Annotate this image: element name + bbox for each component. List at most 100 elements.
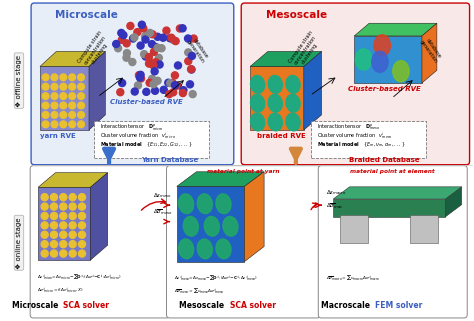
Circle shape [172, 82, 179, 89]
Circle shape [79, 231, 85, 238]
Polygon shape [245, 172, 264, 262]
Ellipse shape [250, 94, 264, 112]
Circle shape [147, 60, 155, 67]
FancyBboxPatch shape [311, 121, 426, 158]
Polygon shape [445, 187, 462, 217]
Circle shape [173, 82, 181, 89]
Ellipse shape [250, 75, 264, 93]
Circle shape [179, 25, 186, 32]
Circle shape [69, 250, 76, 257]
Circle shape [78, 83, 84, 90]
Circle shape [42, 93, 49, 100]
Ellipse shape [179, 239, 194, 259]
Circle shape [142, 36, 149, 43]
Circle shape [69, 222, 76, 229]
Text: database
generation: database generation [186, 36, 210, 64]
Circle shape [42, 74, 49, 81]
Circle shape [60, 83, 67, 90]
Circle shape [69, 241, 76, 248]
Circle shape [146, 60, 153, 67]
Ellipse shape [179, 194, 194, 213]
Text: Compute strain
concentration
clustering: Compute strain concentration clustering [77, 30, 113, 70]
Circle shape [69, 213, 76, 220]
Circle shape [42, 83, 49, 90]
Circle shape [131, 34, 138, 41]
Ellipse shape [268, 113, 283, 131]
Circle shape [78, 93, 84, 100]
Circle shape [134, 29, 141, 36]
Bar [40, 66, 89, 130]
Circle shape [69, 83, 75, 90]
Text: $\Delta\overline{\sigma}_{mac}$: $\Delta\overline{\sigma}_{mac}$ [326, 202, 344, 211]
Circle shape [118, 36, 125, 43]
Bar [333, 199, 445, 217]
Circle shape [184, 35, 191, 42]
Circle shape [143, 88, 150, 95]
Circle shape [154, 77, 161, 84]
Circle shape [79, 194, 85, 201]
Circle shape [41, 213, 48, 220]
Bar [250, 66, 304, 130]
Circle shape [115, 45, 121, 52]
Circle shape [160, 86, 167, 93]
Circle shape [60, 121, 67, 128]
Text: $\Delta\overline{\sigma}_{meso} = \sum v_{meso}\Delta\sigma'^{i}_{meso}$: $\Delta\overline{\sigma}_{meso} = \sum v… [174, 286, 225, 296]
Circle shape [79, 213, 85, 220]
Text: $\Delta\varepsilon_{macro}$: $\Delta\varepsilon_{macro}$ [326, 188, 347, 197]
Bar [38, 187, 91, 260]
FancyBboxPatch shape [241, 3, 470, 165]
Polygon shape [304, 51, 321, 130]
Circle shape [123, 54, 130, 61]
Bar [354, 36, 422, 83]
Circle shape [137, 75, 145, 82]
Circle shape [69, 102, 75, 109]
Polygon shape [40, 51, 105, 66]
Text: material point at yarn: material point at yarn [207, 169, 280, 174]
Ellipse shape [216, 194, 231, 213]
Circle shape [179, 90, 186, 97]
Ellipse shape [197, 194, 212, 213]
Circle shape [69, 194, 76, 201]
Circle shape [185, 58, 192, 65]
Circle shape [60, 203, 67, 210]
Circle shape [69, 74, 75, 81]
Ellipse shape [250, 113, 264, 131]
Ellipse shape [286, 113, 300, 131]
Circle shape [150, 62, 157, 69]
Circle shape [172, 72, 178, 79]
Circle shape [141, 51, 147, 58]
Circle shape [69, 111, 75, 118]
Circle shape [60, 213, 67, 220]
Circle shape [60, 222, 67, 229]
Text: Compute strain
concentration
clustering: Compute strain concentration clustering [287, 30, 323, 70]
Circle shape [50, 250, 57, 257]
Circle shape [137, 74, 144, 81]
Circle shape [42, 111, 49, 118]
Text: database
generation: database generation [419, 36, 443, 64]
Circle shape [131, 88, 138, 95]
Circle shape [79, 203, 85, 210]
Bar [340, 215, 368, 243]
Circle shape [165, 79, 172, 86]
Ellipse shape [374, 35, 391, 56]
Circle shape [118, 30, 125, 37]
Ellipse shape [223, 216, 238, 236]
Polygon shape [177, 172, 264, 187]
Circle shape [60, 102, 67, 109]
Text: Interaction tensor   $\mathbf{D}^p_{meso}$: Interaction tensor $\mathbf{D}^p_{meso}$ [317, 123, 380, 133]
Circle shape [167, 80, 174, 87]
Text: $\Delta\overline{\sigma}_{macro} = \sum v_{macro}\Delta\sigma'^{i}_{macro}$: $\Delta\overline{\sigma}_{macro} = \sum … [326, 273, 381, 283]
Circle shape [129, 58, 136, 65]
Circle shape [60, 74, 67, 81]
Circle shape [137, 71, 144, 78]
Text: SCA solver: SCA solver [64, 301, 109, 310]
Text: braided RVE: braided RVE [256, 133, 305, 139]
Circle shape [79, 250, 85, 257]
Ellipse shape [286, 94, 300, 112]
Circle shape [148, 75, 155, 82]
Text: Microscale: Microscale [12, 301, 62, 310]
Circle shape [190, 35, 197, 42]
Circle shape [51, 74, 58, 81]
Circle shape [78, 74, 84, 81]
Circle shape [79, 222, 85, 229]
